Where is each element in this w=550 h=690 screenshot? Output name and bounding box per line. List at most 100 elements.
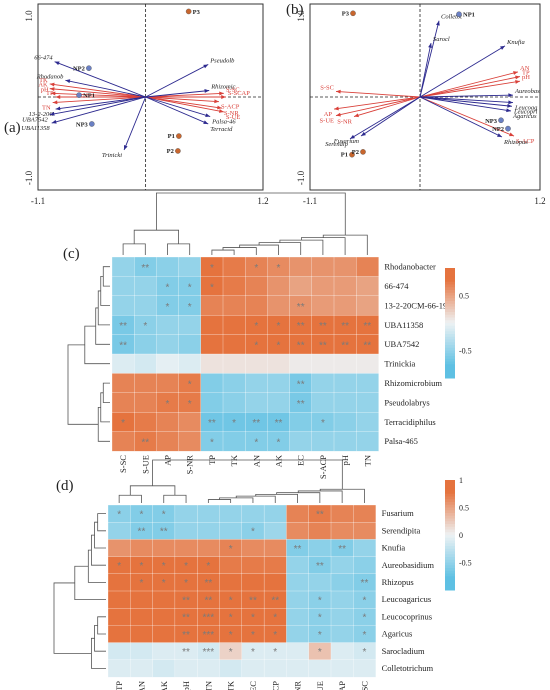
heatmap-cell	[353, 659, 377, 678]
column-label: AN	[251, 455, 261, 467]
column-dendrogram-branch	[152, 459, 343, 490]
colorbar-segment	[445, 565, 455, 569]
heatmap-cell	[311, 373, 335, 394]
species-arrow-label: Leucopri	[513, 108, 538, 115]
colorbar-segment	[445, 342, 455, 346]
heatmap-cell	[174, 659, 198, 678]
env-arrow	[145, 92, 224, 98]
colorbar-segment	[445, 367, 455, 371]
significance-mark: *	[362, 647, 366, 658]
colorbar-tick-label: 1	[459, 476, 463, 485]
env-arrow-head	[336, 89, 341, 94]
significance-mark: *	[229, 647, 233, 658]
colorbar-segment	[445, 339, 455, 343]
significance-mark: **	[363, 321, 371, 332]
sample-point	[175, 148, 181, 154]
colorbar-segment	[445, 334, 455, 338]
colorbar-segment	[445, 581, 455, 585]
heatmap-cell	[156, 431, 180, 452]
heatmap-cell	[330, 590, 354, 609]
env-arrow-head	[513, 71, 518, 75]
significance-mark: *	[277, 438, 281, 449]
significance-mark: *	[318, 630, 322, 641]
species-arrow-head	[65, 79, 71, 84]
sample-point	[360, 149, 366, 155]
significance-mark: **	[297, 321, 305, 332]
heatmap-cell	[134, 295, 157, 316]
column-label: S-SC	[118, 455, 128, 473]
significance-mark: *	[184, 578, 188, 589]
sample-point	[185, 8, 192, 15]
significance-mark: **	[363, 341, 371, 352]
colorbar-segment	[445, 276, 455, 280]
sample-label: NP2	[492, 126, 504, 133]
heatmap-cell	[134, 334, 157, 355]
y-tick-label: -1.0	[24, 170, 34, 185]
heatmap-cell	[111, 431, 135, 452]
colorbar-segment	[445, 298, 455, 302]
species-arrow-label: Serendip	[325, 141, 349, 148]
sample-point	[350, 10, 356, 17]
heatmap-cell	[356, 295, 379, 316]
heatmap-panel-d: (d)* * * **** ** ** ** *** * * * * *** * * ** **** ** * ** *…	[53, 459, 472, 690]
species-arrow-head	[506, 108, 511, 113]
heatmap-cell	[107, 642, 131, 661]
heatmap-cell	[111, 373, 135, 394]
heatmap-cell	[356, 392, 379, 413]
colorbar-segment	[445, 292, 455, 296]
species-arrow	[419, 20, 440, 98]
heatmap-cell	[156, 373, 180, 394]
significance-mark: *	[184, 561, 188, 572]
significance-mark: **	[294, 544, 302, 555]
heatmap-cell	[107, 590, 131, 609]
significance-mark: *	[318, 613, 322, 624]
heatmap-cell	[219, 659, 243, 678]
colorbar-segment	[445, 540, 455, 544]
x-tick-label: 1.2	[257, 196, 268, 206]
row-label: UBA11358	[384, 320, 423, 330]
env-arrow-head	[214, 99, 219, 104]
colorbar-segment	[445, 364, 455, 368]
sample-label: P3	[342, 10, 350, 17]
heatmap-cell	[152, 539, 176, 558]
significance-mark: **	[271, 595, 279, 606]
column-label: S-ACP	[318, 455, 328, 479]
significance-mark: *	[210, 438, 214, 449]
colorbar-segment	[445, 279, 455, 283]
species-arrow	[123, 96, 147, 151]
heatmap-cell	[152, 590, 176, 609]
heatmap-cell	[200, 392, 224, 413]
heatmap-cell	[111, 392, 135, 413]
species-arrow	[54, 61, 146, 98]
heatmap-cell	[200, 334, 224, 355]
significance-mark: *	[206, 561, 210, 572]
significance-mark: *	[277, 321, 281, 332]
env-arrow-label: S-UE	[320, 118, 334, 125]
sample-point	[456, 11, 462, 18]
colorbar-segment	[445, 270, 455, 274]
colorbar-segment	[445, 309, 455, 313]
species-arrow-label: 13-2-20C	[29, 111, 55, 118]
heatmap-cell	[130, 590, 154, 609]
heatmap-cell	[330, 522, 354, 540]
significance-mark: **	[297, 302, 305, 313]
heatmap-cell	[222, 353, 246, 374]
heatmap-cell	[152, 608, 176, 626]
colorbar-segment	[445, 485, 455, 489]
significance-mark: *	[229, 595, 233, 606]
colorbar-segment	[445, 579, 455, 583]
significance-mark: **	[338, 544, 346, 555]
env-arrow-label: AN	[520, 65, 530, 72]
heatmap-cell	[311, 392, 335, 413]
significance-mark: *	[121, 418, 125, 429]
significance-mark: *	[166, 282, 170, 293]
significance-mark: *	[254, 321, 258, 332]
heatmap-cell	[311, 295, 335, 316]
column-label: S-UE	[140, 455, 150, 474]
species-arrow-label: Rhizomic	[210, 83, 235, 90]
heatmap-cell	[178, 431, 202, 452]
species-arrow-label: Colletot	[441, 14, 462, 21]
heatmap-cell	[263, 556, 287, 575]
heatmap-cell	[286, 659, 310, 678]
heatmap-cell	[286, 590, 310, 609]
